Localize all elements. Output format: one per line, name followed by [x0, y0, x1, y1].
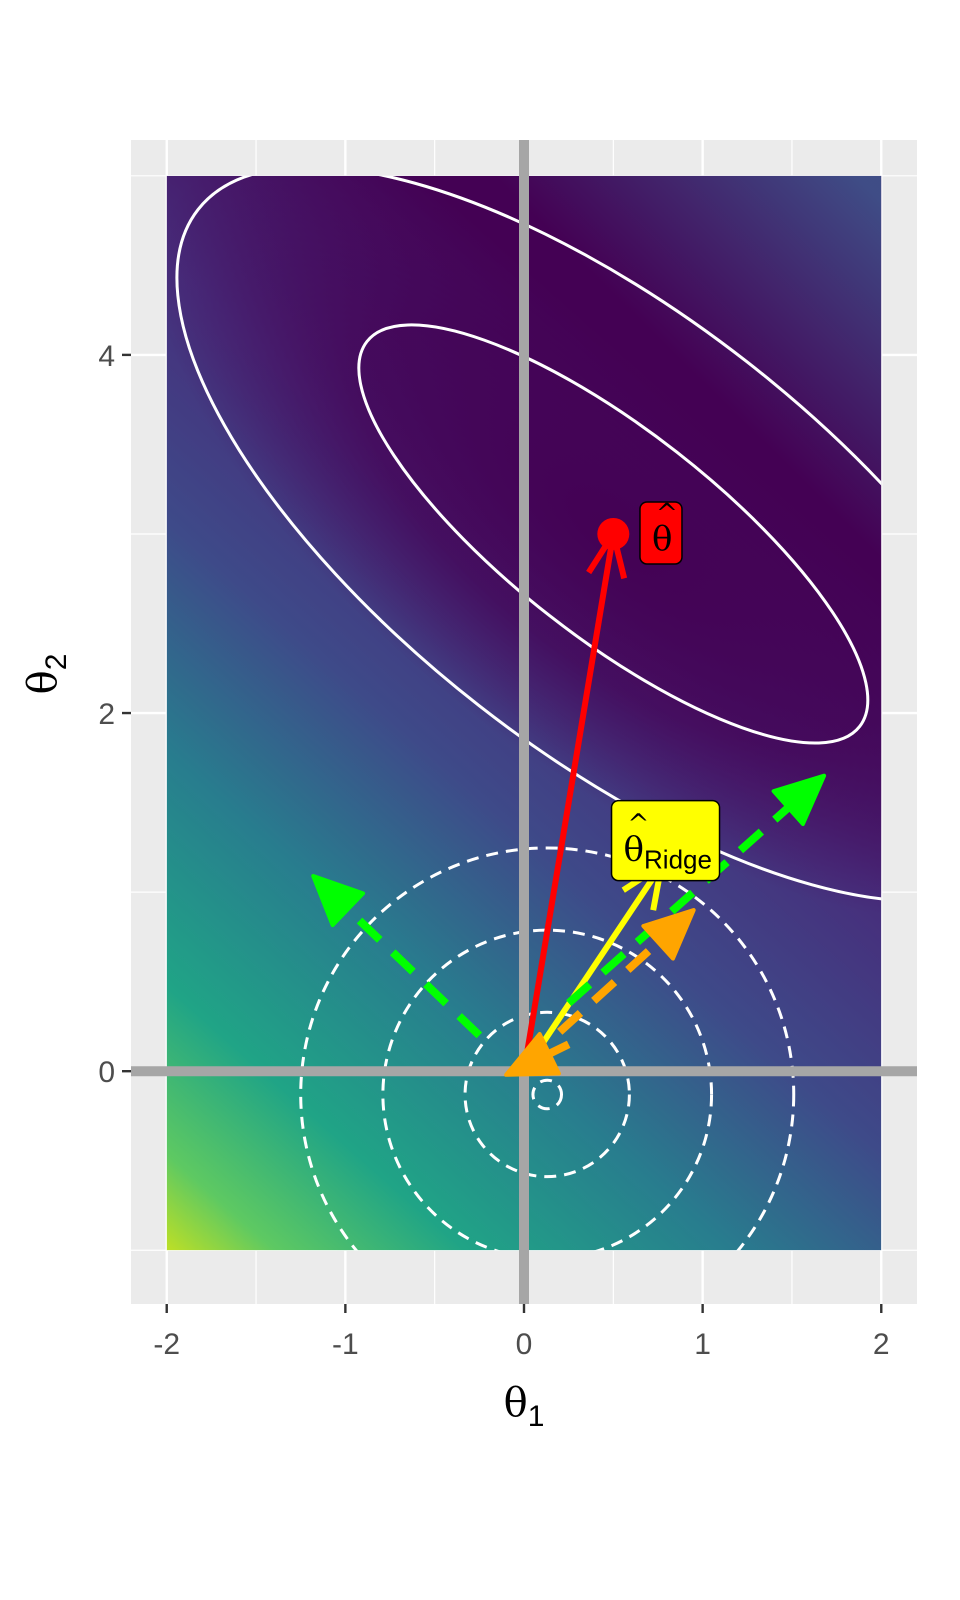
y-axis-title: θ2 — [20, 654, 73, 695]
theta-hat-label-symbol: θ — [652, 519, 672, 559]
theta-hat-label-hat: ^ — [656, 499, 678, 529]
ridge-label: θRidge^ — [610, 799, 721, 882]
arrows-layer — [311, 526, 827, 1077]
penalty-contours — [299, 846, 796, 1251]
ridge-label-symbol: θ — [624, 830, 644, 870]
ridge-label-subscript: Ridge — [644, 845, 712, 875]
svg-text:θRidge: θRidge — [624, 830, 712, 875]
green-arrow-ne — [565, 773, 827, 1007]
x-tick-label: -2 — [153, 1328, 180, 1361]
penalty-contour-2 — [463, 1010, 631, 1179]
x-tick-label: 0 — [516, 1328, 533, 1361]
y-tick-label: 2 — [98, 698, 115, 731]
penalty-contour-3 — [381, 928, 714, 1251]
orange-arrow-ne — [557, 908, 696, 1035]
penalty-contour-1 — [531, 1078, 564, 1111]
y-tick-label: 0 — [98, 1056, 115, 1089]
x-tick-label: -1 — [332, 1328, 359, 1361]
x-tick-label: 2 — [873, 1328, 890, 1361]
penalty-contour-4 — [299, 846, 796, 1251]
axes: -2 -1 0 1 2 0 2 4 θ1 θ2 — [20, 340, 890, 1433]
svg-text:θ: θ — [652, 519, 672, 559]
ridge-label-hat: ^ — [628, 810, 650, 840]
loss-heatmap — [166, 175, 882, 1251]
loss-contour-2 — [175, 175, 882, 903]
theta-hat-point — [597, 517, 630, 550]
y-tick-label: 4 — [98, 340, 115, 373]
theta-hat-label: θ^ — [639, 499, 683, 565]
loss-contours — [175, 175, 882, 903]
loss-contour-1 — [357, 323, 870, 745]
green-arrow-nw — [311, 874, 483, 1039]
x-tick-label: 1 — [694, 1328, 711, 1361]
x-axis-title: θ1 — [504, 1380, 545, 1433]
orange-arrow-sw — [504, 1031, 571, 1077]
labels-layer: θ^θRidge^ — [610, 499, 721, 882]
